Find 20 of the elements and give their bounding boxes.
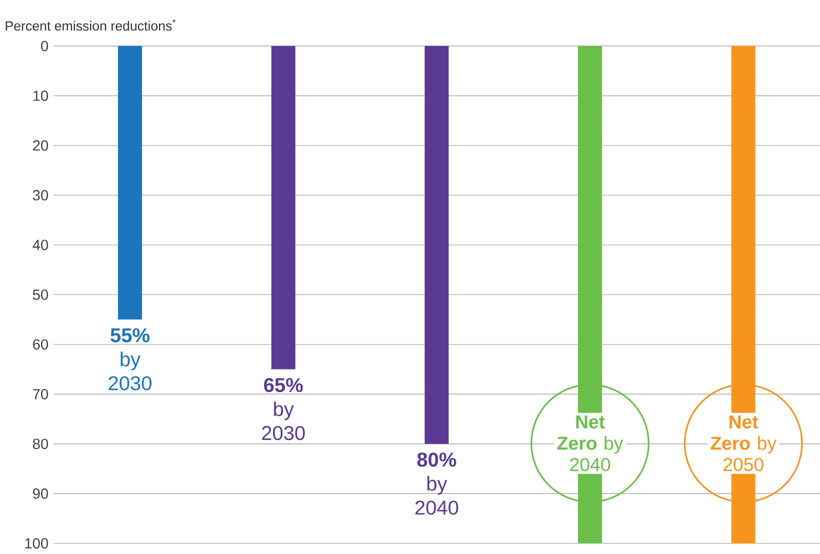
y-tick-label: 30 [32, 190, 48, 200]
y-tick-label: 100 [25, 538, 48, 549]
data-label: 80% by 2040 [415, 452, 458, 515]
bar [424, 46, 449, 444]
y-tick-label: 60 [33, 339, 48, 350]
y-tick-label: 20 [33, 140, 48, 151]
bar [271, 46, 296, 370]
y-tick-label: 50 [32, 289, 48, 300]
y-tick-label: 10 [33, 90, 48, 101]
data-label: 65% by 2030 [262, 378, 305, 440]
bar [118, 46, 142, 320]
data-label: Net Zero by 2050 [710, 415, 776, 472]
data-label: Net Zero by 2040 [557, 415, 624, 472]
y-tick-label: 0 [41, 40, 48, 52]
y-tick-label: 80 [32, 438, 48, 450]
y-tick-label: 90 [33, 488, 48, 499]
data-label: 55% by 2030 [108, 328, 152, 390]
y-tick-label: 40 [32, 240, 48, 250]
y-tick-label: 70 [33, 388, 48, 400]
y-axis-title: Percent emission reductions$^{*}$ [6, 19, 176, 31]
